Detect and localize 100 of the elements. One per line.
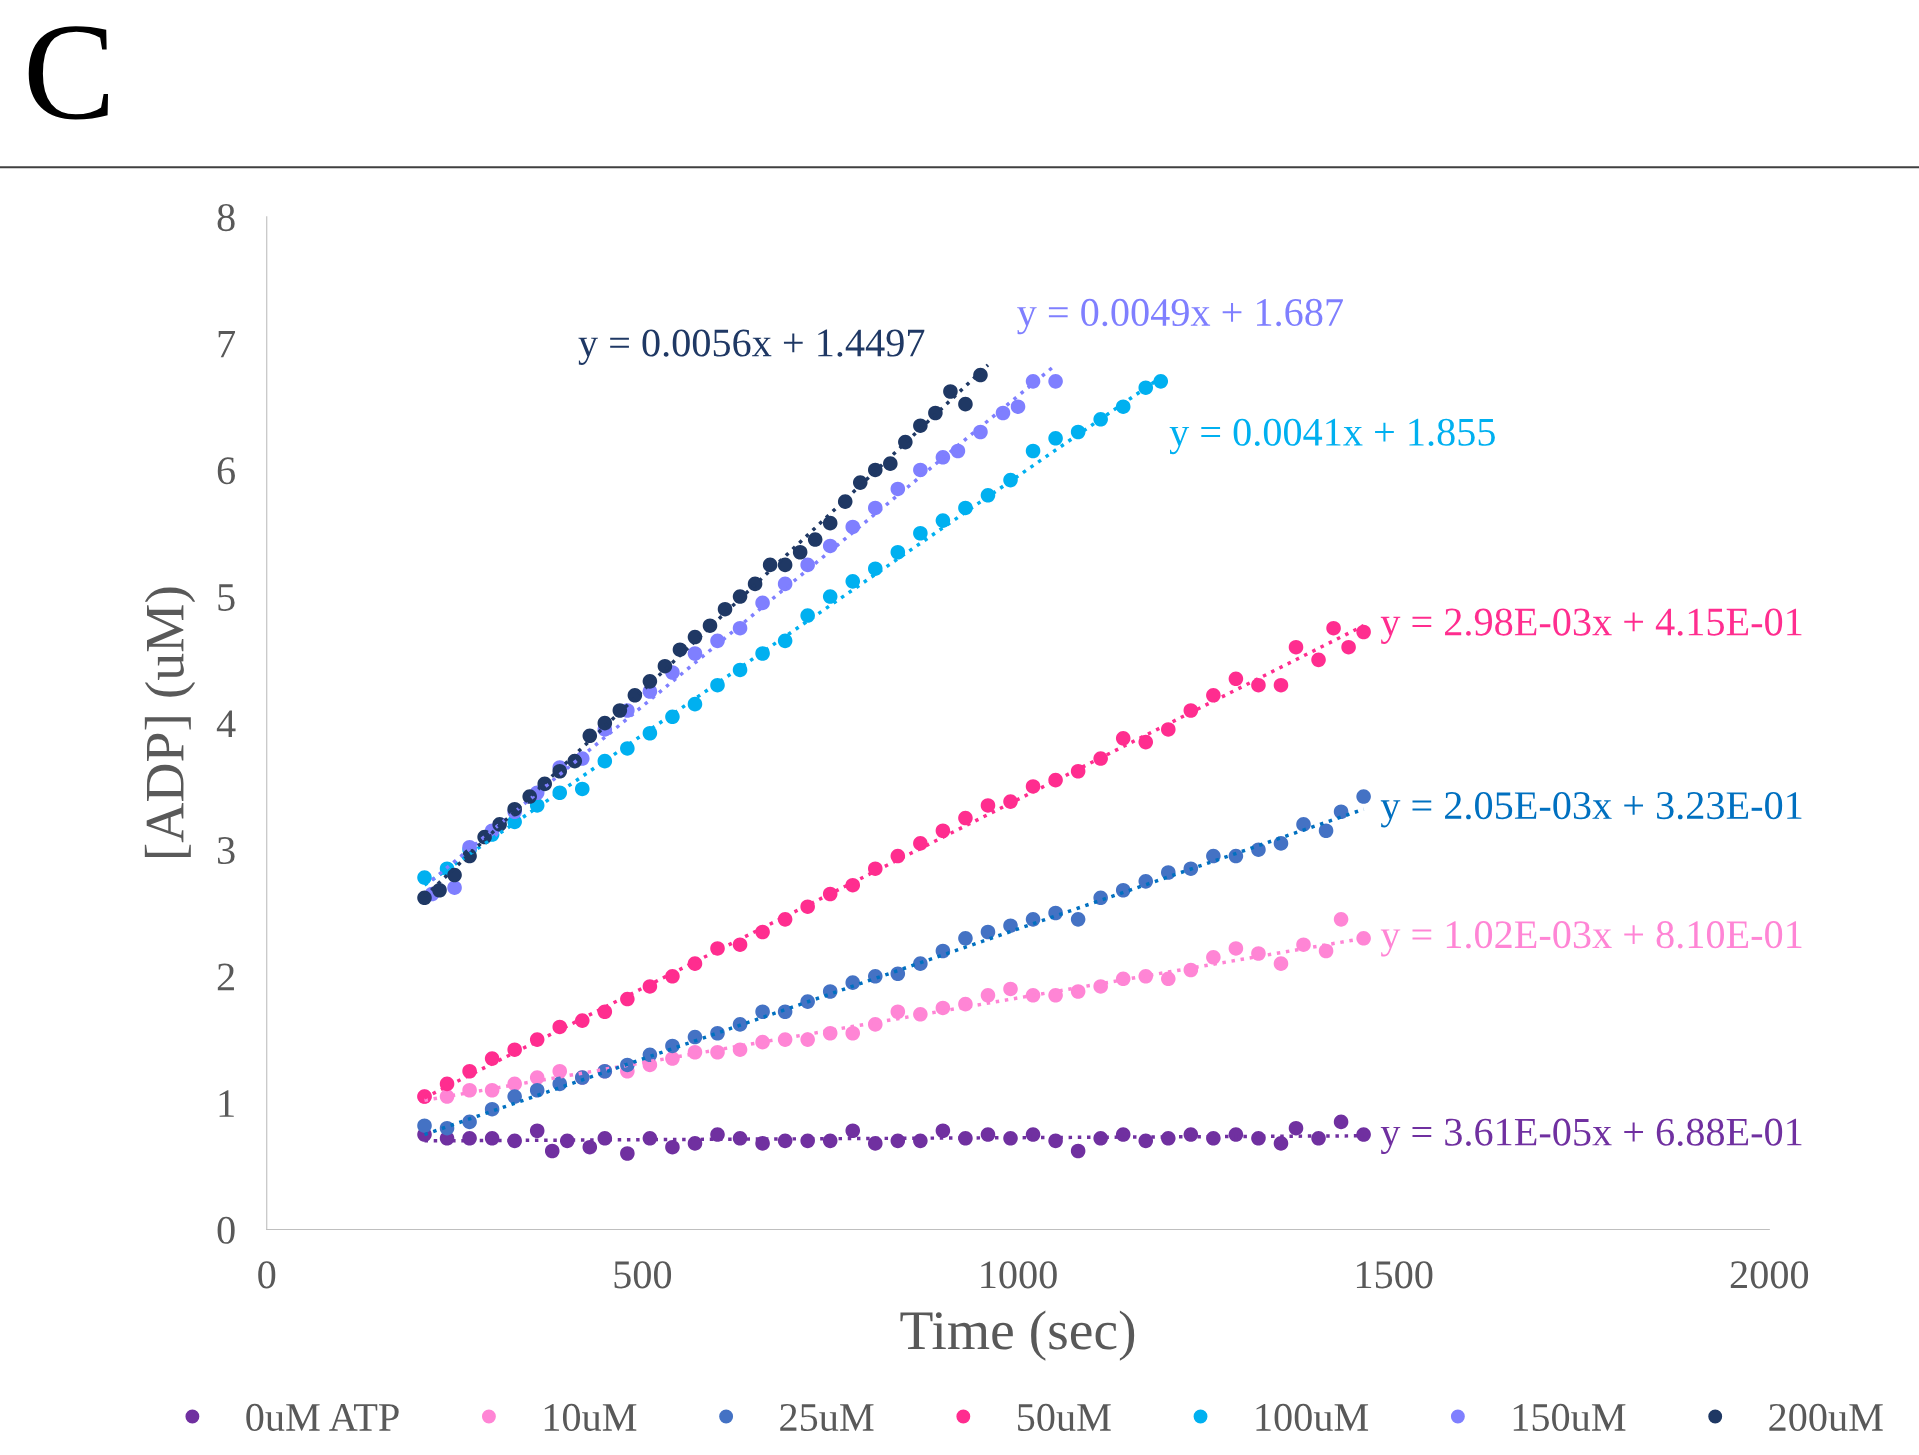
- point: [890, 1004, 906, 1020]
- point: [1296, 937, 1311, 952]
- point: [1228, 671, 1244, 687]
- series-label: y = 2.05E-03x + 3.23E-01: [1380, 792, 1802, 828]
- y-axis-title: [ADP] (uM): [144, 587, 196, 858]
- point: [417, 870, 432, 885]
- point: [980, 924, 996, 940]
- point: [447, 880, 462, 895]
- series-label: y = 0.0049x + 1.687: [1017, 298, 1343, 335]
- point: [1356, 931, 1371, 946]
- y-tick-label: 4: [216, 710, 236, 738]
- point: [943, 384, 958, 399]
- point: [1318, 823, 1334, 839]
- point: [1311, 652, 1326, 668]
- legend-label: 25uM: [780, 1403, 874, 1432]
- point: [1048, 374, 1063, 389]
- point: [800, 608, 815, 623]
- point: [732, 620, 748, 636]
- point: [620, 1146, 635, 1161]
- point: [913, 462, 928, 478]
- point: [417, 890, 432, 906]
- point: [777, 576, 793, 592]
- point: [1161, 722, 1176, 737]
- point: [1025, 912, 1041, 927]
- point: [1341, 639, 1356, 655]
- point: [1093, 751, 1108, 766]
- point: [582, 1139, 598, 1155]
- point: [958, 396, 973, 412]
- point: [1025, 443, 1041, 459]
- point: [1003, 981, 1018, 997]
- y-tick-label: 1: [219, 1090, 234, 1117]
- point: [845, 1123, 861, 1139]
- point: [1115, 731, 1131, 746]
- y-tick-label: 0: [217, 1216, 235, 1244]
- point: [1251, 677, 1266, 693]
- point: [1356, 624, 1371, 640]
- legend-label: 150uM: [1513, 1403, 1626, 1432]
- y-tick-label: 6: [217, 457, 235, 485]
- point: [529, 1123, 545, 1139]
- y-tick-label: 5: [218, 584, 235, 611]
- point: [417, 1118, 432, 1133]
- x-tick-label: 1500: [1356, 1261, 1433, 1289]
- point: [1048, 431, 1063, 446]
- point: [582, 728, 598, 744]
- point: [1093, 412, 1108, 427]
- series-label: y = 1.02E-03x + 8.10E-01: [1380, 921, 1802, 957]
- point: [1070, 763, 1086, 779]
- x-tick-label: 1000: [981, 1261, 1057, 1289]
- point: [665, 1139, 680, 1155]
- point: [1115, 971, 1131, 987]
- point: [1288, 1120, 1304, 1136]
- legend-label: 10uM: [544, 1403, 637, 1432]
- point: [1070, 912, 1086, 927]
- point: [1183, 861, 1199, 876]
- x-tick-label: 500: [614, 1261, 672, 1289]
- point: [890, 966, 906, 982]
- legend-label: 100uM: [1256, 1403, 1369, 1432]
- point: [1206, 950, 1221, 965]
- point: [1206, 848, 1221, 864]
- point: [1153, 374, 1169, 389]
- point: [1138, 734, 1154, 750]
- x-axis-title: Time (sec): [900, 1310, 1135, 1361]
- y-tick-label: 3: [217, 837, 235, 865]
- point: [1356, 1127, 1371, 1142]
- point: [807, 532, 823, 547]
- chart-title: C: [28, 26, 109, 120]
- legend-label: 50uM: [1018, 1403, 1111, 1432]
- point: [935, 1123, 951, 1139]
- point: [935, 513, 951, 528]
- point: [1311, 1131, 1326, 1146]
- point: [1273, 956, 1289, 971]
- point: [868, 1136, 883, 1151]
- point: [958, 931, 973, 946]
- point: [822, 589, 838, 604]
- point: [529, 1082, 545, 1098]
- series-label: y = 0.0056x + 1.4497: [578, 329, 925, 365]
- point: [1070, 1143, 1086, 1159]
- point: [1138, 380, 1154, 395]
- point: [935, 823, 951, 839]
- point: [845, 574, 861, 589]
- point: [710, 1044, 725, 1060]
- point: [792, 544, 808, 560]
- point: [1326, 620, 1341, 636]
- point: [822, 515, 838, 531]
- point: [980, 1127, 996, 1142]
- point: [1318, 943, 1334, 959]
- series-label: y = 0.0041x + 1.855: [1169, 418, 1495, 455]
- x-tick-label: 0: [258, 1261, 276, 1289]
- point: [995, 405, 1011, 421]
- point: [777, 557, 793, 573]
- point: [890, 481, 906, 497]
- point: [575, 781, 590, 797]
- legend-label: 0uM ATP: [246, 1403, 399, 1432]
- point: [687, 1136, 703, 1151]
- point: [507, 1089, 522, 1104]
- point: [507, 1042, 522, 1058]
- point: [913, 525, 928, 541]
- point: [800, 1032, 815, 1047]
- point: [597, 715, 613, 731]
- y-tick-label: 2: [217, 963, 234, 991]
